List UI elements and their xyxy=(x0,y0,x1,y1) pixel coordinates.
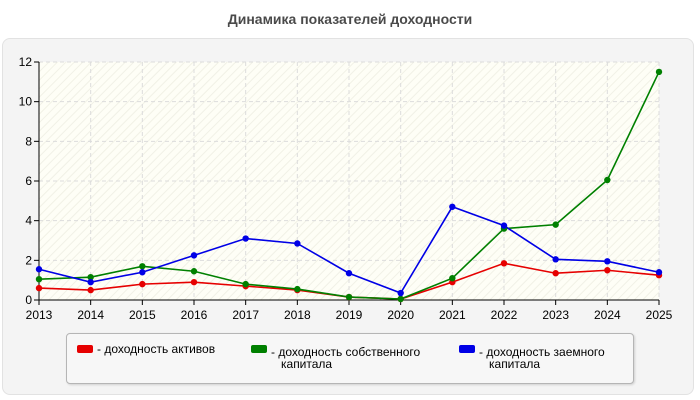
data-point-s3-2020 xyxy=(397,289,404,297)
data-point-s3-2021 xyxy=(449,203,456,210)
y-tick-label: 0 xyxy=(25,293,32,307)
x-tick-label: 2021 xyxy=(439,308,466,322)
data-point-s2-2020 xyxy=(397,295,404,303)
data-point-s2-2016 xyxy=(190,268,198,275)
x-tick-label: 2019 xyxy=(336,308,363,322)
series-group xyxy=(35,68,663,303)
y-tick-label: 8 xyxy=(25,134,32,148)
legend-label: - доходность активов xyxy=(97,343,215,355)
x-tick-label: 2024 xyxy=(594,308,621,322)
data-point-s2-2018 xyxy=(294,285,301,293)
data-point-s3-2013 xyxy=(35,266,43,273)
y-tick-label: 4 xyxy=(25,214,32,228)
legend-swatch xyxy=(251,345,267,353)
data-point-s1-2022 xyxy=(500,260,508,267)
data-point-s2-2014 xyxy=(87,273,94,281)
chart-title: Динамика показателей доходности xyxy=(227,11,473,27)
data-point-s1-2014 xyxy=(87,286,94,294)
data-point-s3-2025 xyxy=(655,269,663,276)
data-point-s1-2024 xyxy=(604,267,611,274)
data-point-s3-2024 xyxy=(604,258,611,265)
data-point-s2-2015 xyxy=(139,263,146,270)
x-tick-label: 2025 xyxy=(646,308,673,322)
data-point-s2-2024 xyxy=(604,176,611,184)
data-point-s1-2016 xyxy=(190,278,198,286)
legend: - доходность активов - доходность собстве… xyxy=(66,333,634,384)
legend-label-line: - доходность заемного xyxy=(479,345,605,359)
x-tick-label: 2016 xyxy=(181,308,208,322)
legend-label: - доходность заемного капитала xyxy=(479,346,605,370)
data-point-s1-2013 xyxy=(35,284,43,292)
x-tick-label: 2014 xyxy=(77,308,104,322)
data-point-s3-2014 xyxy=(87,278,94,286)
legend-swatch xyxy=(459,345,475,353)
x-tick-label: 2022 xyxy=(491,308,518,322)
data-point-s3-2017 xyxy=(242,235,249,242)
data-point-s3-2018 xyxy=(294,240,301,247)
legend-swatch xyxy=(77,345,93,353)
tick-labels: 0 2 4 6 8 10 12 2013 2014 2015 2016 2017 2018 2019 202… xyxy=(19,55,673,322)
y-tick-label: 2 xyxy=(25,253,32,267)
data-point-s3-2019 xyxy=(345,270,353,277)
data-point-s3-2015 xyxy=(139,269,146,276)
data-point-s2-2021 xyxy=(449,274,456,282)
legend-label-line: - доходность собственного xyxy=(271,345,421,359)
y-tick-label: 12 xyxy=(19,55,33,69)
data-point-s2-2013 xyxy=(35,275,43,283)
y-tick-label: 10 xyxy=(19,95,33,109)
legend-label: - доходность собственного капитала xyxy=(271,346,420,370)
data-point-s1-2015 xyxy=(139,280,146,288)
data-point-s2-2017 xyxy=(242,280,249,288)
x-tick-label: 2013 xyxy=(26,308,53,322)
data-point-s1-2023 xyxy=(552,270,559,277)
data-point-s2-2023 xyxy=(552,221,559,228)
data-point-s2-2019 xyxy=(345,293,353,301)
legend-label-line: капитала xyxy=(281,357,333,371)
legend-label-line: - доходность активов xyxy=(97,342,216,356)
data-point-s3-2022 xyxy=(500,222,508,229)
legend-label-line: капитала xyxy=(489,357,541,371)
data-point-s2-2025 xyxy=(655,68,663,76)
data-point-s3-2016 xyxy=(190,252,198,259)
y-tick-label: 6 xyxy=(25,174,32,188)
x-tick-label: 2020 xyxy=(387,308,414,322)
x-tick-label: 2017 xyxy=(232,308,259,322)
x-tick-label: 2015 xyxy=(129,308,156,322)
x-tick-label: 2018 xyxy=(284,308,311,322)
x-tick-label: 2023 xyxy=(542,308,569,322)
data-point-s3-2023 xyxy=(552,256,559,263)
